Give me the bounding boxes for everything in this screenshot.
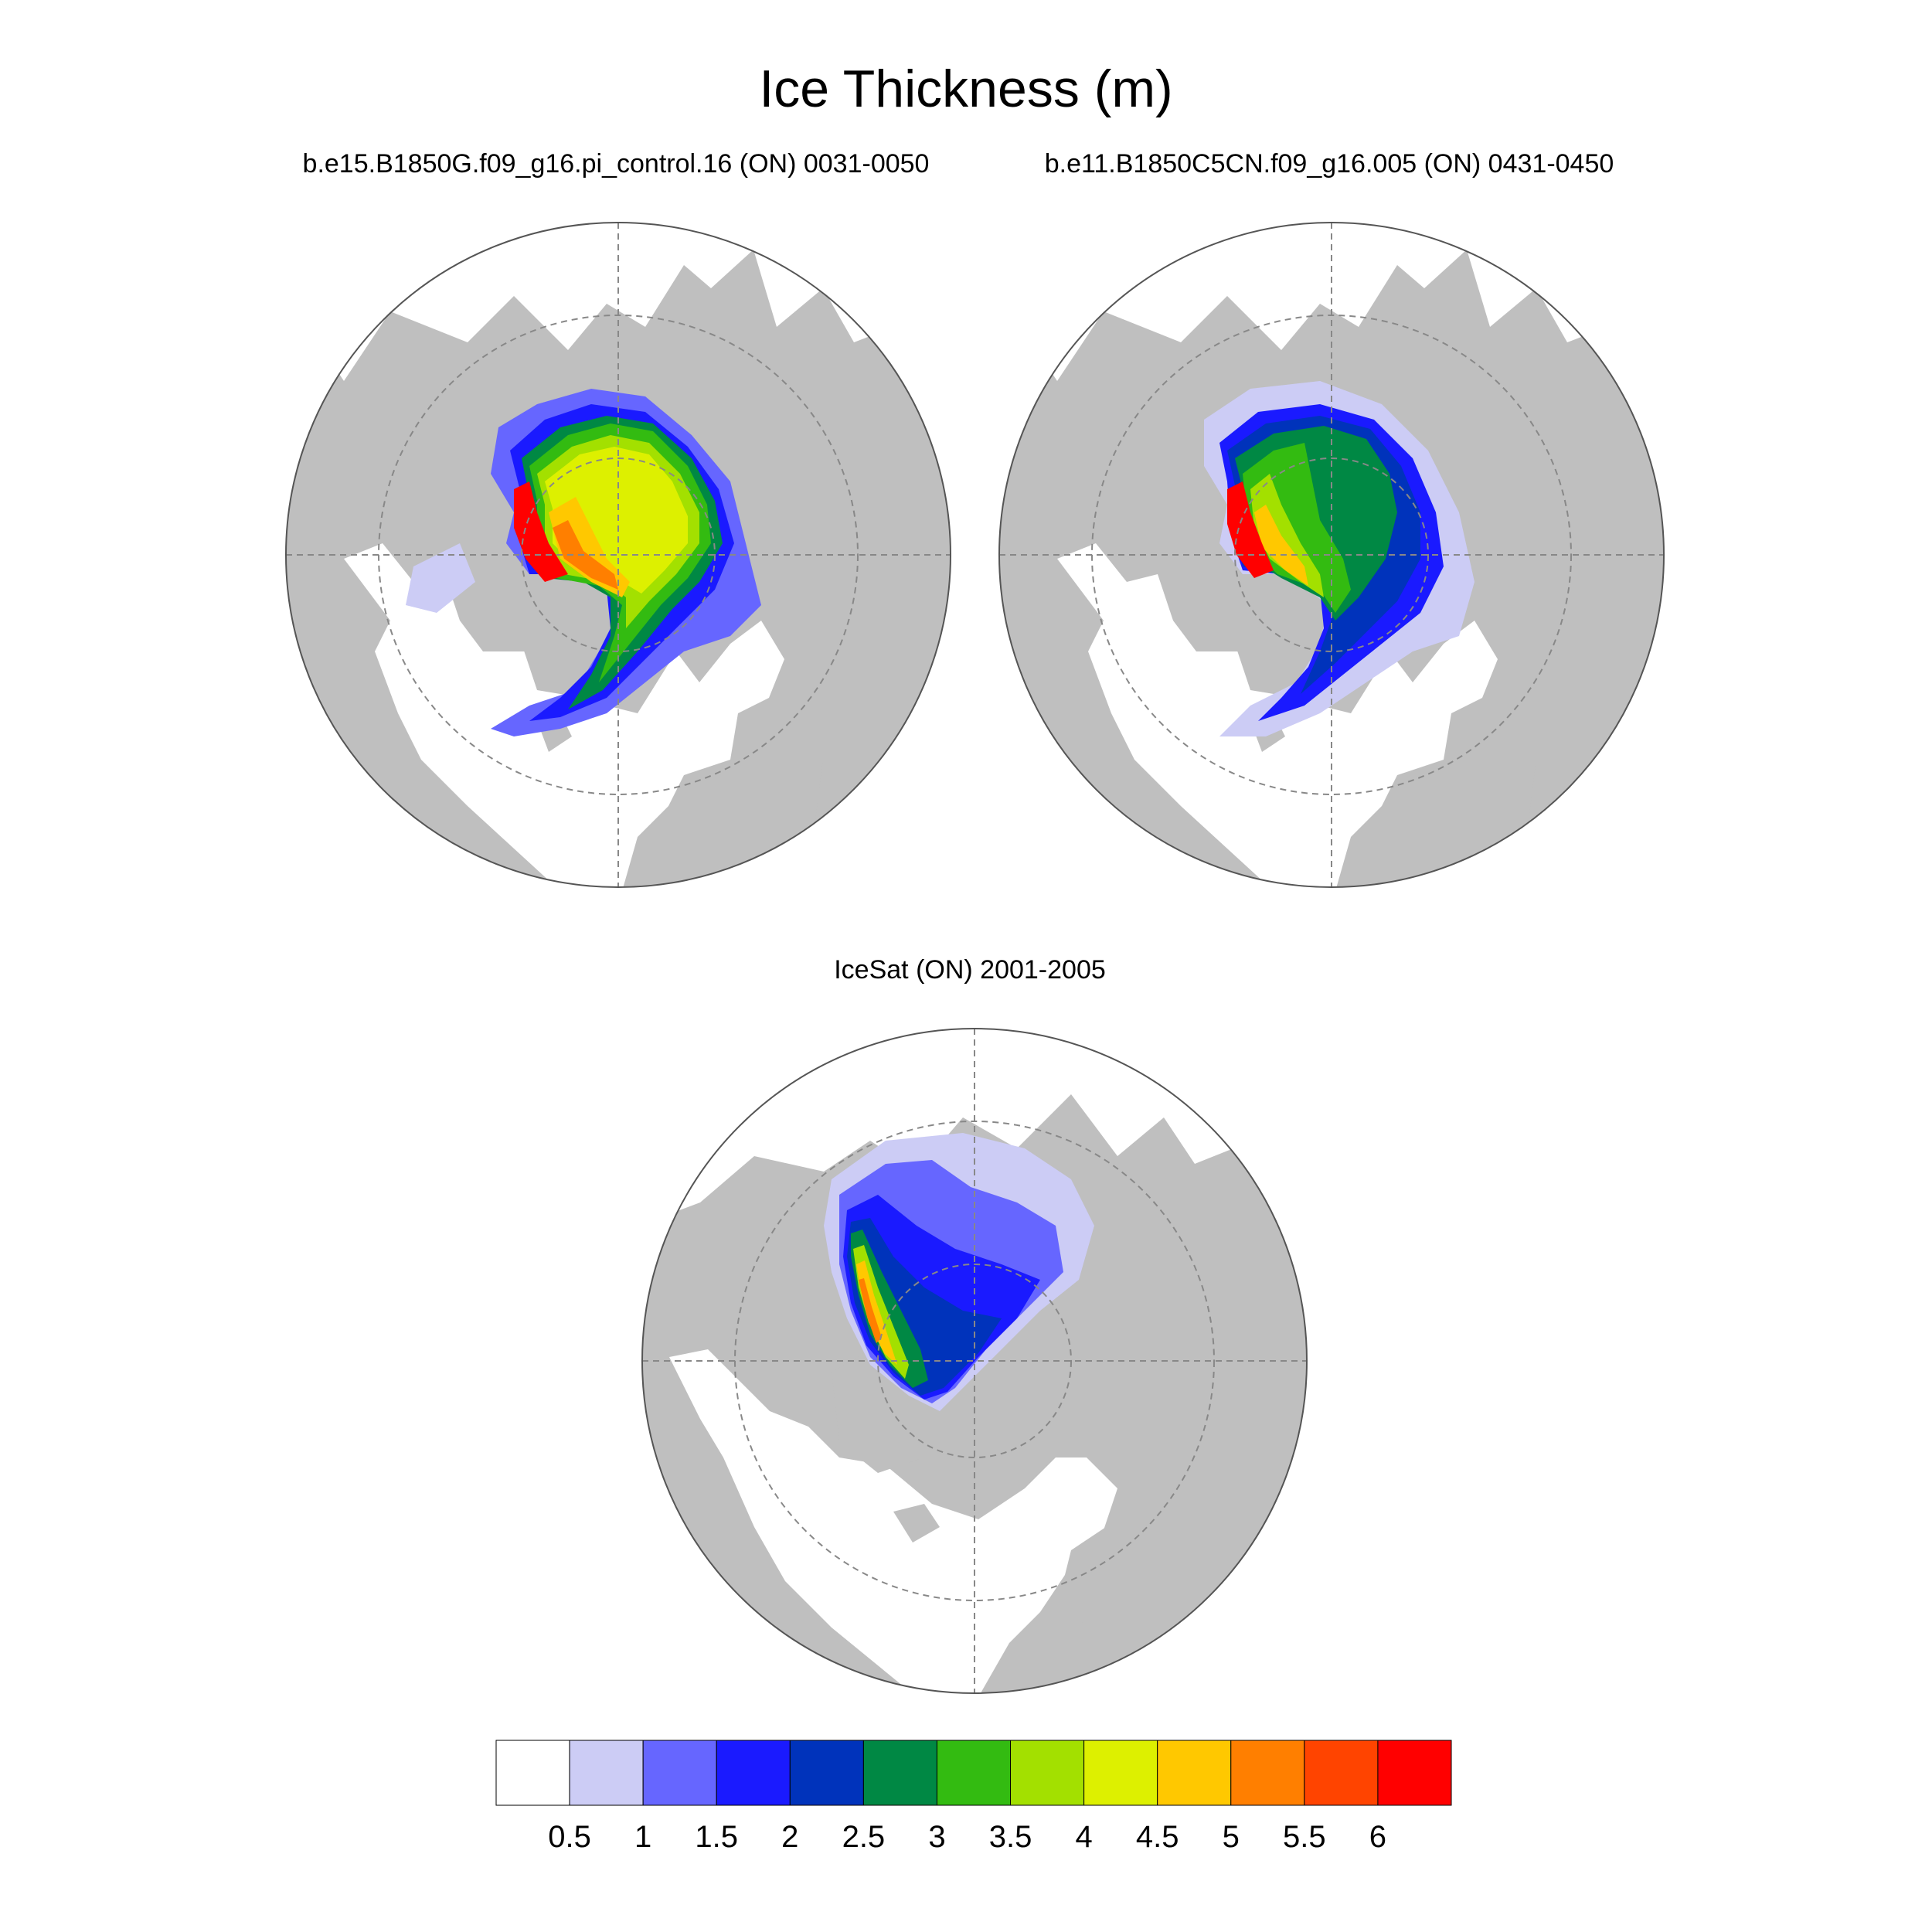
colorbar-label: 1 (634, 1820, 652, 1854)
colorbar-box (1377, 1740, 1452, 1806)
land-patch (1060, 1519, 1148, 1628)
ice-band (514, 481, 568, 582)
colorbar-label: 3 (928, 1820, 946, 1854)
colorbar-box (1230, 1740, 1305, 1806)
polar-map-obs (641, 1028, 1308, 1694)
colorbar-label: 4.5 (1135, 1820, 1179, 1854)
land-patch (1428, 721, 1536, 860)
colorbar-box (569, 1740, 644, 1806)
panel-title-model1: b.e15.B1850G.f09_g16.pi_control.16 (ON) … (302, 149, 930, 179)
colorbar-label: 3.5 (988, 1820, 1032, 1854)
land-patch (715, 721, 823, 860)
colorbar (495, 1740, 1452, 1806)
ice-band (1250, 474, 1324, 597)
land-patch (893, 1504, 940, 1543)
panel-title-obs: IceSat (ON) 2001-2005 (834, 955, 1106, 985)
panel-title-model2: b.e11.B1850C5CN.f09_g16.005 (ON) 0431-04… (1044, 149, 1614, 179)
ice-band (1227, 481, 1274, 578)
colorbar-box (936, 1740, 1012, 1806)
colorbar-label: 5.5 (1283, 1820, 1326, 1854)
ice-band (1254, 505, 1308, 586)
ice-band (859, 1278, 882, 1343)
colorbar-box (716, 1740, 791, 1806)
colorbar-label: 5 (1222, 1820, 1240, 1854)
colorbar-label: 1.5 (695, 1820, 739, 1854)
colorbar-box (1083, 1740, 1158, 1806)
colorbar-box (789, 1740, 864, 1806)
colorbar-label: 2 (781, 1820, 799, 1854)
colorbar-box (1010, 1740, 1085, 1806)
ice-band (553, 520, 618, 590)
colorbar-label: 6 (1369, 1820, 1387, 1854)
colorbar-label: 0.5 (548, 1820, 591, 1854)
main-title: Ice Thickness (m) (759, 60, 1173, 118)
colorbar-label: 4 (1075, 1820, 1093, 1854)
ice-band (856, 1260, 897, 1365)
colorbar-box (1304, 1740, 1379, 1806)
polar-map-model1 (285, 222, 951, 888)
colorbar-label: 2.5 (842, 1820, 886, 1854)
ocean-region (669, 1349, 1117, 1693)
colorbar-box (1157, 1740, 1232, 1806)
colorbar-box (862, 1740, 937, 1806)
ice-band (406, 543, 475, 613)
colorbar-box (495, 1740, 570, 1806)
polar-map-model2 (998, 222, 1665, 888)
colorbar-box (642, 1740, 717, 1806)
